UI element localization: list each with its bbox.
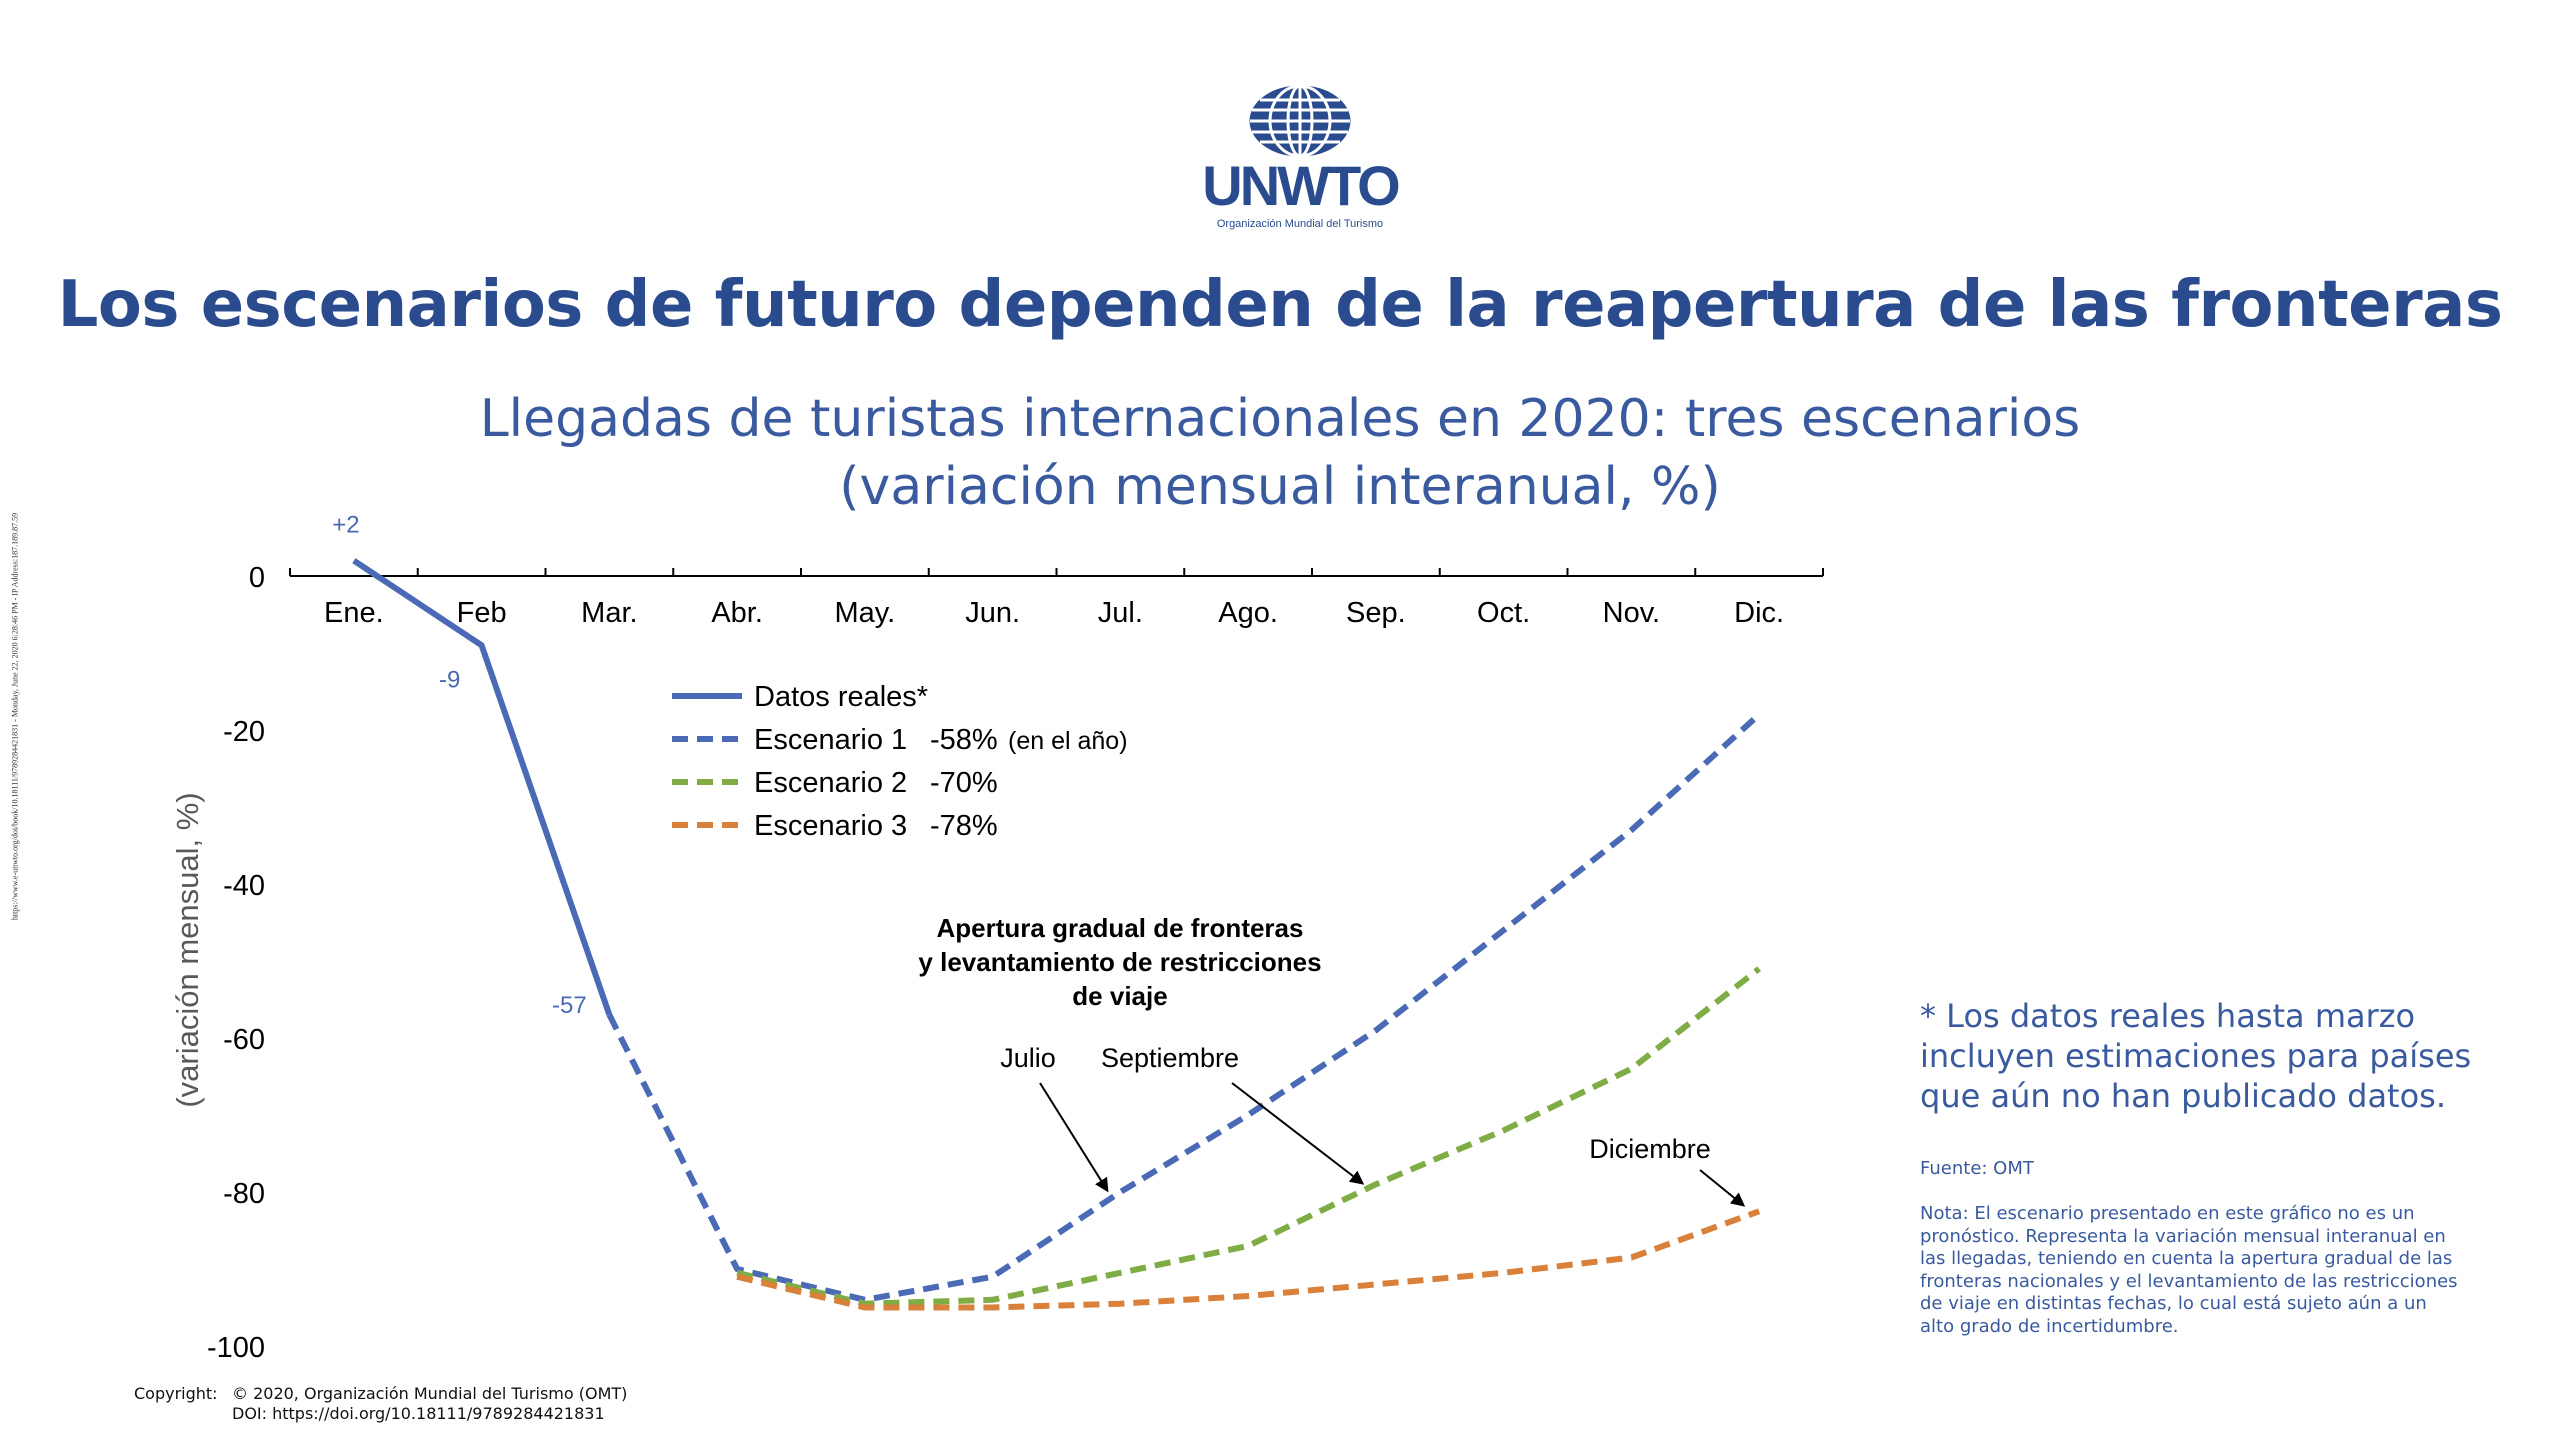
series-line-scenario-3: [736, 1208, 1761, 1311]
data-label: -57: [552, 992, 587, 1019]
x-tick-label: May.: [835, 597, 896, 629]
annotation-arrow: [1699, 1169, 1746, 1207]
x-tick-label: Jun.: [965, 597, 1020, 629]
x-tick-label: Ago.: [1218, 597, 1278, 629]
source-note: Fuente: OMT: [1920, 1158, 2034, 1179]
chart-subtitle-line2: (variación mensual interanual, %): [839, 457, 1721, 517]
y-tick-label: -100: [207, 1332, 265, 1364]
x-tick-label: Jul.: [1098, 597, 1143, 629]
x-tick-label: Oct.: [1477, 597, 1530, 629]
annotation-arrow: [1231, 1082, 1365, 1185]
legend-note: (en el año): [1008, 727, 1128, 755]
annotation-arrow: [1039, 1082, 1109, 1193]
copyright-label: Copyright:: [134, 1384, 218, 1403]
y-tick-label: -20: [223, 716, 265, 748]
annotation-label: Julio: [1000, 1043, 1056, 1073]
page-title: Los escenarios de futuro dependen de la …: [57, 268, 2503, 342]
annotation-title-line: y levantamiento de restricciones: [918, 947, 1321, 977]
x-tick-label: Ene.: [324, 597, 384, 629]
y-tick-label: -40: [223, 870, 265, 902]
globe-icon: [1249, 84, 1351, 158]
x-tick-label: Dic.: [1734, 597, 1784, 629]
logo-wordmark: UNWTO: [1202, 154, 1401, 217]
x-tick-label: Mar.: [581, 597, 637, 629]
x-tick-label: Sep.: [1346, 597, 1406, 629]
data-label: -9: [439, 666, 460, 693]
legend-percent: -70%: [930, 767, 998, 799]
legend-percent: -78%: [930, 810, 998, 842]
annotation-label: Septiembre: [1101, 1043, 1239, 1073]
x-tick-label: Feb: [457, 597, 507, 629]
x-tick-label: Nov.: [1603, 597, 1660, 629]
legend-percent: -58%: [930, 724, 998, 756]
y-tick-label: 0: [249, 562, 265, 594]
legend-label: Escenario 3: [754, 810, 907, 842]
y-axis-label: (variación mensual, %): [170, 792, 205, 1107]
side-note: * Los datos reales hasta marzo incluyen …: [1920, 997, 2472, 1115]
y-tick-label: -60: [223, 1024, 265, 1056]
copyright-line: © 2020, Organización Mundial del Turismo…: [232, 1384, 628, 1403]
logo-subtitle: Organización Mundial del Turismo: [1216, 218, 1384, 230]
annotation-label: Diciembre: [1589, 1134, 1711, 1164]
doi-line: DOI: https://doi.org/10.18111/9789284421…: [232, 1404, 605, 1423]
annotation-title-line: Apertura gradual de fronteras: [937, 913, 1304, 943]
chart-subtitle: Llegadas de turistas internacionales en …: [0, 385, 2560, 521]
legend-label: Datos reales*: [754, 681, 928, 713]
annotation-title-line: de viaje: [1072, 981, 1167, 1011]
series-line-scenario-1: [606, 712, 1762, 1303]
unwto-logo: UNWTO Organización Mundial del Turismo: [1200, 82, 1401, 232]
y-tick-label: -80: [223, 1178, 265, 1210]
legend-label: Escenario 2: [754, 767, 907, 799]
chart-subtitle-line1: Llegadas de turistas internacionales en …: [479, 389, 2081, 449]
access-url-stamp: https://www.e-unwto.org/doi/book/10.1811…: [10, 512, 20, 921]
legend-label: Escenario 1: [754, 724, 907, 756]
series-line-actual: [352, 558, 613, 1016]
disclaimer-note: Nota: El escenario presentado en este gr…: [1920, 1203, 2458, 1337]
data-label: +2: [332, 512, 359, 539]
x-tick-label: Abr.: [711, 597, 763, 629]
